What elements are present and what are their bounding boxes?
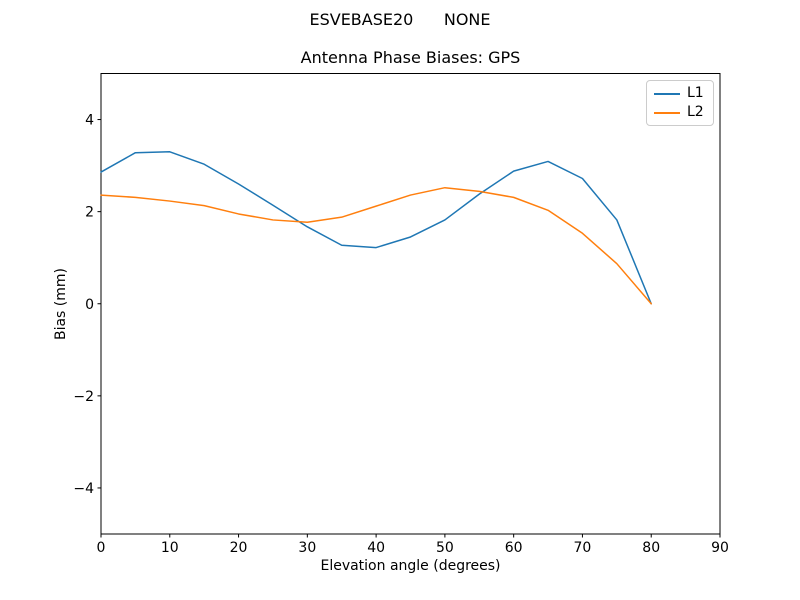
x-tick-label: 10 [161,540,179,556]
legend: L1 L2 [646,80,714,126]
series-line-l2 [100,186,652,305]
x-tick-label: 50 [436,540,454,556]
y-tick-label: 0 [85,297,94,313]
x-axis-label: Elevation angle (degrees) [320,558,501,574]
series-line-l1 [100,151,652,305]
x-tick-label: 80 [642,540,660,556]
y-tick-label: −2 [73,389,94,405]
x-tick-label: 30 [298,540,316,556]
x-tick-label: 70 [574,540,592,556]
y-axis-label: Bias (mm) [53,267,69,341]
axes-title: Antenna Phase Biases: GPS [300,48,521,67]
legend-label-l2: L2 [687,104,704,120]
x-tick-label: 0 [97,540,106,556]
y-tick-label: −4 [73,481,94,497]
x-tick-label: 40 [367,540,385,556]
legend-label-l1: L1 [687,85,704,101]
axes-frame [100,73,721,535]
x-tick-label: 60 [505,540,523,556]
legend-item-l1: L1 [654,86,704,101]
y-tick-label: 2 [85,205,94,221]
legend-item-l2: L2 [654,105,704,120]
x-tick-label: 90 [711,540,729,556]
x-tick-label: 20 [230,540,248,556]
legend-line-swatch-l2 [654,111,680,114]
figure-suptitle: ESVEBASE20 NONE [309,10,491,29]
legend-line-swatch-l1 [654,92,680,95]
y-tick-label: 4 [85,113,94,129]
